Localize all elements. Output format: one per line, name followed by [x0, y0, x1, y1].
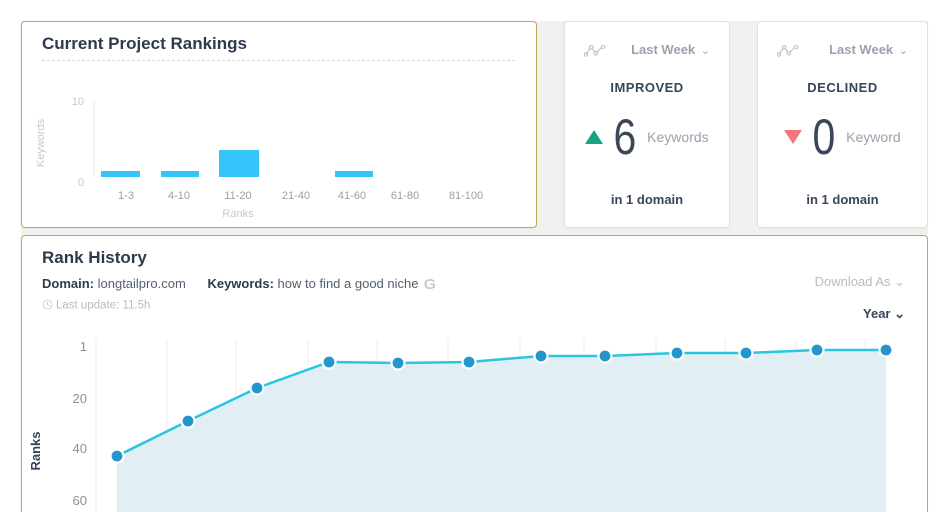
svg-text:40: 40	[73, 441, 87, 456]
svg-text:41-60: 41-60	[338, 190, 366, 202]
svg-text:61-80: 61-80	[391, 190, 419, 202]
svg-text:11-20: 11-20	[224, 190, 251, 202]
svg-text:Ranks: Ranks	[28, 431, 43, 470]
svg-text:10: 10	[72, 96, 84, 108]
svg-text:60: 60	[73, 493, 87, 508]
svg-text:1: 1	[80, 339, 87, 354]
svg-text:0: 0	[78, 177, 84, 189]
svg-text:Keywords: Keywords	[35, 118, 47, 167]
svg-text:Ranks: Ranks	[222, 208, 254, 220]
svg-text:21-40: 21-40	[282, 190, 310, 202]
svg-text:1-3: 1-3	[118, 190, 134, 202]
svg-text:4-10: 4-10	[168, 190, 190, 202]
svg-text:81-100: 81-100	[449, 190, 483, 202]
svg-text:20: 20	[73, 391, 87, 406]
